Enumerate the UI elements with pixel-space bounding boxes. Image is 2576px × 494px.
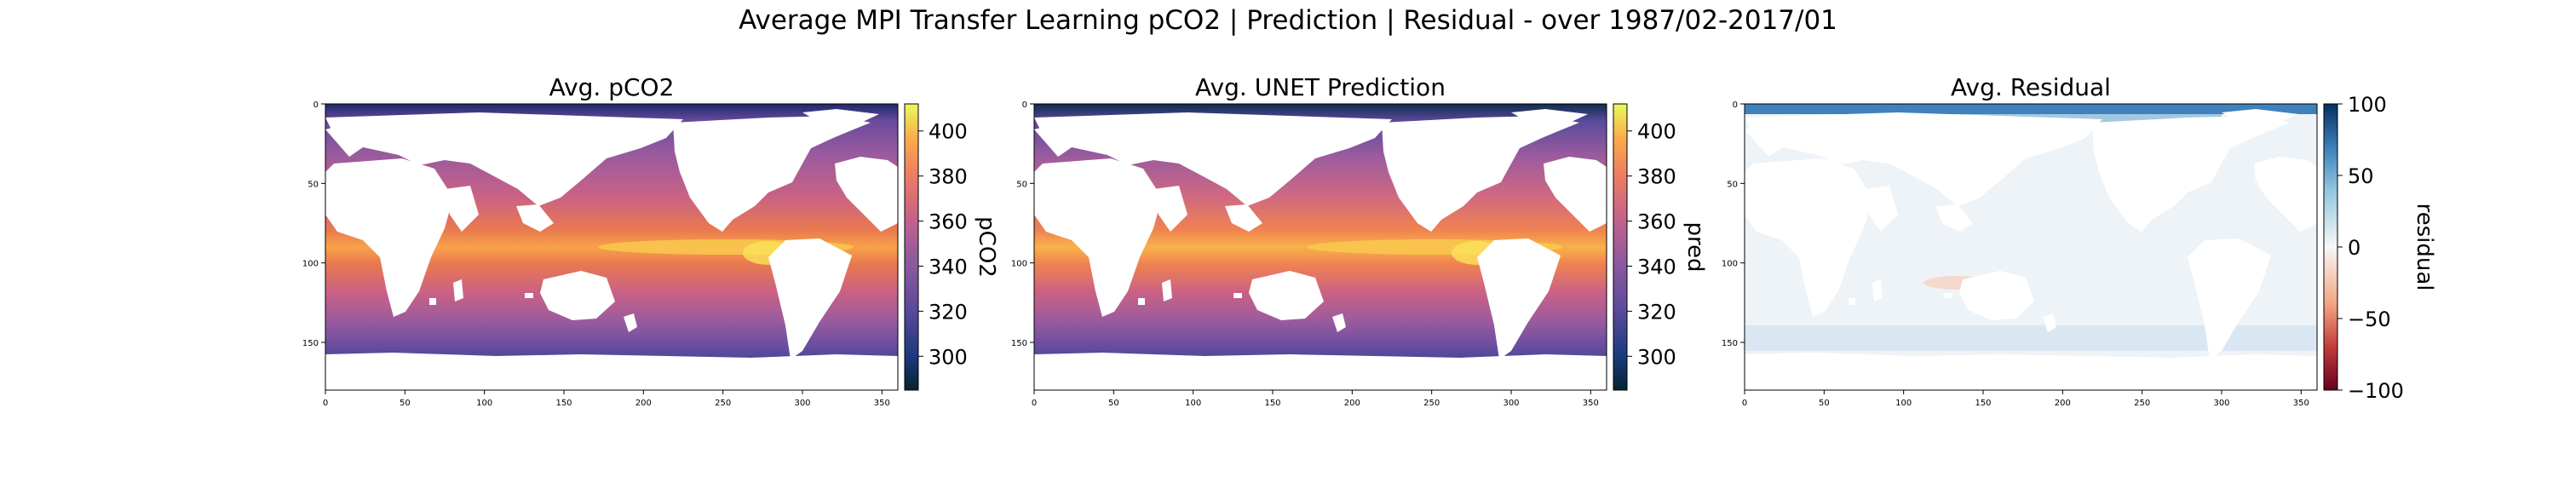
y-tick-label: 0 — [313, 101, 319, 110]
colorbar-tick-label: 400 — [1637, 120, 1676, 144]
colorbar: 300 320 340 360 380 400 pCO2 — [904, 103, 999, 391]
colorbar-tick-label: −100 — [2348, 379, 2404, 403]
colorbar-tick-label: 300 — [1637, 345, 1676, 369]
x-tick-label: 150 — [555, 399, 572, 408]
y-tick-label: 100 — [1011, 260, 1027, 269]
x-tick-label: 200 — [2055, 399, 2071, 408]
axes-frame — [325, 103, 899, 391]
chart-panel-1: Avg. pCO2 0 50 100 150 200 250 300 350 0 50 100 150 3… — [302, 73, 999, 408]
colorbar-tick-label: 340 — [1637, 255, 1676, 279]
colorbar: −100 −50 0 50 100 residual — [2323, 93, 2437, 403]
x-tick-label: 350 — [2293, 399, 2309, 408]
colorbar-tick-label: 50 — [2348, 164, 2374, 188]
x-tick-label: 100 — [1185, 399, 1201, 408]
x-tick-label: 50 — [1819, 399, 1830, 408]
x-tick-label: 50 — [400, 399, 411, 408]
x-tick-label: 150 — [1975, 399, 1991, 408]
x-tick-label: 150 — [1264, 399, 1280, 408]
chart-panel-3: Avg. Residual 0 50 100 150 200 250 300 350 0 50 100… — [1722, 73, 2437, 408]
x-tick-label: 350 — [874, 399, 890, 408]
x-tick-label: 50 — [1108, 399, 1119, 408]
x-tick-label: 250 — [715, 399, 731, 408]
x-tick-label: 300 — [2213, 399, 2229, 408]
x-tick-label: 100 — [1895, 399, 1912, 408]
x-tick-label: 300 — [1503, 399, 1519, 408]
y-tick-label: 0 — [1022, 101, 1027, 110]
x-tick-label: 200 — [1344, 399, 1360, 408]
figure-suptitle: Average MPI Transfer Learning pCO2 | Pre… — [739, 5, 1837, 36]
colorbar-label: pCO2 — [974, 216, 999, 278]
y-tick-label: 50 — [1727, 180, 1738, 189]
colorbar-gradient — [2323, 103, 2338, 391]
x-tick-label: 100 — [476, 399, 492, 408]
y-tick-label: 100 — [302, 260, 319, 269]
colorbar-tick-label: 320 — [929, 300, 968, 324]
x-tick-label: 0 — [1742, 399, 1747, 408]
colorbar-tick-label: 360 — [1637, 210, 1676, 234]
colorbar-label: residual — [2412, 203, 2437, 290]
colorbar-tick-label: 100 — [2348, 93, 2387, 117]
colorbar-tick-label: 360 — [929, 210, 968, 234]
x-tick-label: 0 — [1032, 399, 1037, 408]
chart-panel-2: Avg. UNET Prediction 0 50 100 150 200 250 300 35… — [1011, 73, 1708, 408]
colorbar-tick-label: 300 — [929, 345, 968, 369]
colorbar-tick-label: 380 — [929, 165, 968, 189]
colorbar-tick-label: −50 — [2348, 307, 2391, 331]
panel-title: Avg. pCO2 — [549, 73, 675, 101]
colorbar-gradient — [904, 103, 919, 391]
x-tick-label: 350 — [1583, 399, 1599, 408]
x-tick-label: 250 — [1423, 399, 1440, 408]
x-tick-label: 200 — [635, 399, 652, 408]
y-tick-label: 150 — [1722, 339, 1738, 348]
x-tick-label: 250 — [2134, 399, 2150, 408]
heatmap-image — [1745, 104, 2317, 390]
colorbar-label: pred — [1682, 221, 1708, 272]
colorbar-tick-label: 380 — [1637, 165, 1676, 189]
colorbar-tick-label: 0 — [2348, 236, 2360, 260]
heatmap-image — [1034, 104, 1607, 390]
x-tick-label: 300 — [794, 399, 810, 408]
panel-title: Avg. Residual — [1951, 73, 2111, 101]
y-tick-label: 150 — [302, 339, 319, 348]
axes-frame — [1033, 103, 1607, 391]
y-tick-label: 100 — [1722, 260, 1738, 269]
y-tick-label: 0 — [1733, 101, 1738, 110]
axes-frame — [1744, 103, 2318, 391]
x-tick-label: 0 — [323, 399, 328, 408]
colorbar-tick-label: 400 — [929, 120, 968, 144]
y-tick-label: 50 — [1016, 180, 1027, 189]
arctic-residual — [1745, 104, 2317, 114]
colorbar: 300 320 340 360 380 400 pred — [1613, 103, 1708, 391]
y-tick-label: 150 — [1011, 339, 1027, 348]
y-tick-label: 50 — [308, 180, 319, 189]
colorbar-tick-label: 320 — [1637, 300, 1676, 324]
panel-title: Avg. UNET Prediction — [1195, 73, 1446, 101]
heatmap-image — [325, 104, 898, 390]
colorbar-gradient — [1613, 103, 1628, 391]
colorbar-tick-label: 340 — [929, 255, 968, 279]
